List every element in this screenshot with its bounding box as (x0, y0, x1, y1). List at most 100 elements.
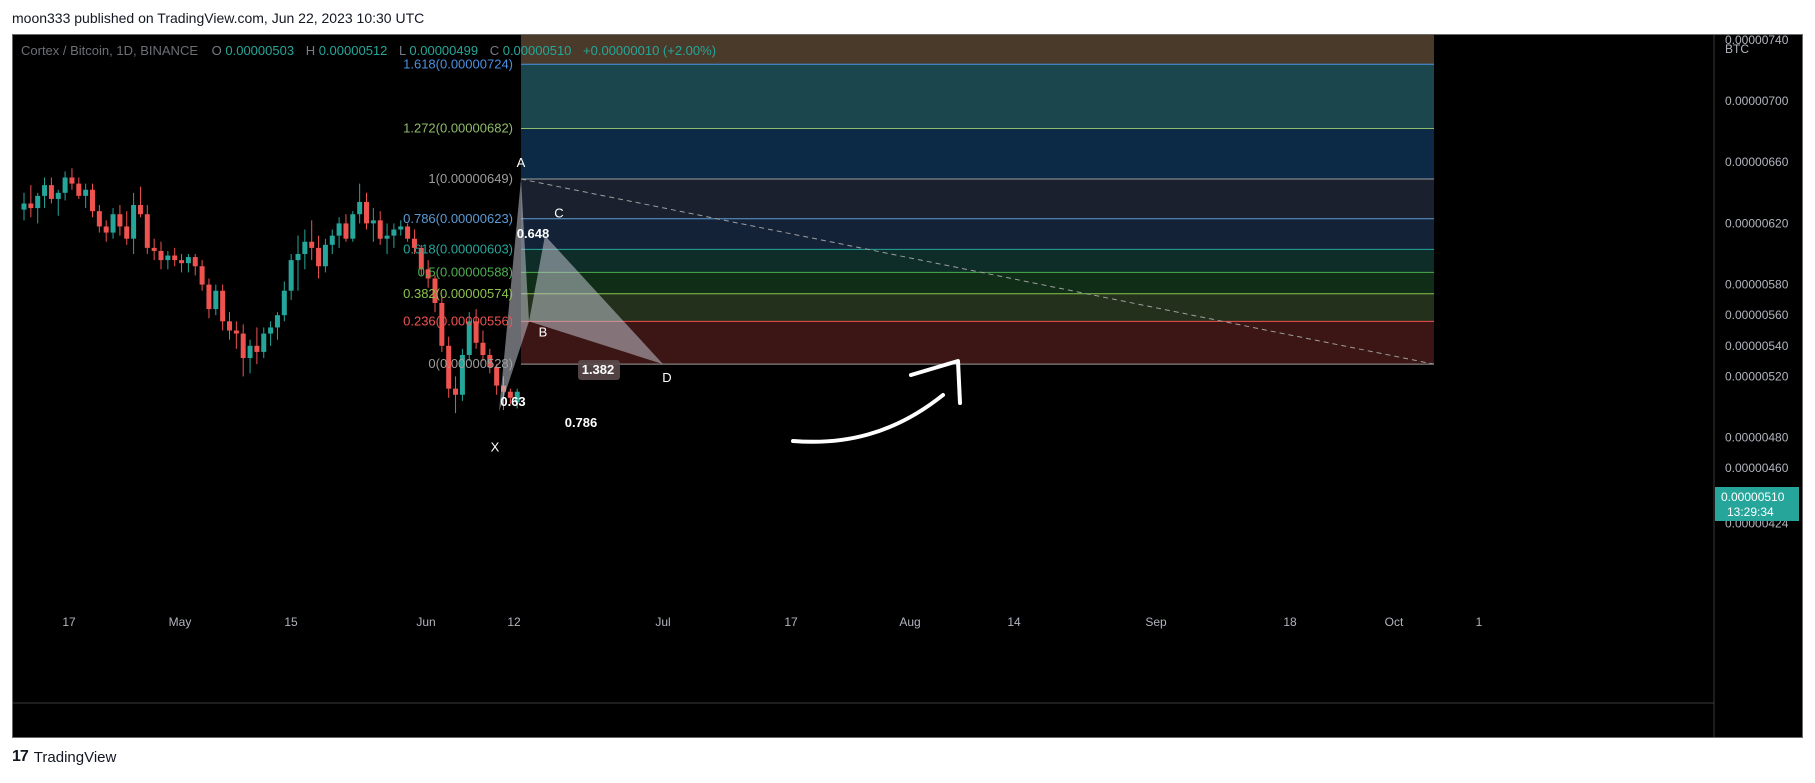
time-tick-label: Sep (1145, 615, 1167, 629)
pattern-bcd-triangle (529, 235, 663, 365)
candle-body (42, 185, 48, 196)
candle-body (268, 327, 274, 334)
pattern-point-D: D (662, 370, 671, 385)
legend-open-label: O (212, 43, 222, 58)
fib-zone (521, 249, 1434, 273)
candle-body (76, 183, 82, 196)
currency-label: BTC (1725, 42, 1749, 56)
pattern-ratio-label: 0.648 (517, 226, 550, 241)
chart-canvas[interactable]: X A B C D 0.648 0.63 1.382 0.786 1.618(0.0000072… (13, 35, 1802, 737)
candle-body (343, 223, 349, 239)
candle-body (192, 257, 198, 267)
tradingview-logo-icon: 17 (12, 748, 29, 765)
candle-body (316, 247, 322, 267)
fib-zone (521, 272, 1434, 294)
candle-body (261, 333, 267, 352)
fib-zone (521, 293, 1434, 322)
curved-arrow-head (909, 359, 962, 405)
price-tick-label: 0.00000520 (1725, 369, 1789, 383)
candle-body (418, 247, 424, 270)
candle-body (227, 321, 232, 331)
fib-level-label: 1.272(0.00000682) (403, 121, 513, 136)
candle-body (233, 330, 239, 334)
candle-body (439, 302, 445, 346)
chart-frame[interactable]: X A B C D 0.648 0.63 1.382 0.786 1.618(0.0000072… (12, 34, 1803, 738)
candle-body (124, 226, 130, 239)
candle-body (370, 220, 376, 224)
fib-zone (521, 35, 1434, 65)
candle-body (411, 238, 417, 248)
legend-high-label: H (306, 43, 315, 58)
legend-low-label: L (399, 43, 406, 58)
price-tick-label: 0.00000620 (1725, 216, 1789, 230)
candles (21, 168, 520, 414)
fib-level-label: 0.786(0.00000623) (403, 211, 513, 226)
candle-body (425, 269, 431, 279)
candle-body (137, 205, 143, 215)
fib-labels: 1.618(0.00000724) 1.272(0.00000682) 1(0.00… (403, 56, 513, 371)
candle-body (466, 321, 472, 355)
candle-body (21, 203, 27, 210)
candle-body (357, 201, 363, 215)
pattern-point-A: A (517, 155, 526, 170)
fib-level-label: 0.618(0.00000603) (403, 241, 513, 256)
time-tick-label: Jul (655, 615, 670, 629)
legend-close: 0.00000510 (503, 43, 572, 58)
pattern-point-X: X (491, 440, 500, 455)
fib-zone (521, 179, 1434, 219)
candle-body (322, 244, 328, 267)
candle-body (494, 367, 500, 386)
fib-level-label: 1.618(0.00000724) (403, 56, 513, 71)
candle-body (90, 189, 95, 212)
time-tick-label: Jun (416, 615, 435, 629)
candle-body (288, 260, 294, 291)
last-price: 0.00000510 (1721, 490, 1785, 504)
candle-body (329, 235, 335, 245)
time-tick-label: 1 (1476, 615, 1483, 629)
candle-body (446, 345, 452, 389)
candle-body (302, 241, 308, 254)
time-tick-label: 15 (284, 615, 298, 629)
candle-body (28, 203, 34, 209)
legend-open: 0.00000503 (225, 43, 294, 58)
price-axis[interactable]: BTC 0.00000740 0.00000700 0.00000660 0.0000… (1713, 35, 1789, 737)
time-tick-label: 17 (784, 615, 798, 629)
time-tick-label: 14 (1007, 615, 1021, 629)
candle-body (83, 189, 89, 196)
time-axis[interactable]: 17 May 15 Jun 12 Jul 17 Aug 14 Sep 18 Oct 1 (13, 615, 1714, 704)
fib-zone (521, 218, 1434, 250)
candle-body (309, 241, 315, 248)
price-tick-label: 0.00000460 (1725, 461, 1789, 475)
price-tick-label: 0.00000580 (1725, 278, 1789, 292)
candle-body (480, 342, 486, 355)
candle-body (487, 354, 493, 368)
candle-body (336, 223, 342, 236)
price-tick-label: 0.00000560 (1725, 308, 1789, 322)
time-tick-label: 17 (62, 615, 76, 629)
candle-body (69, 177, 75, 184)
fib-zone (521, 128, 1434, 180)
candle-body (405, 226, 411, 239)
candle-body (172, 255, 178, 261)
harmonic-pattern[interactable]: X A B C D 0.648 0.63 1.382 0.786 (491, 155, 1435, 455)
tradingview-footer[interactable]: 17 TradingView (12, 748, 116, 766)
candle-body (96, 211, 102, 227)
candle-body (281, 290, 287, 316)
candle-body (240, 333, 246, 359)
pattern-ratio-label: 0.63 (500, 394, 525, 409)
candle-body (247, 345, 253, 359)
price-tick-label: 0.00000740 (1725, 35, 1789, 47)
trend-dashed-line (520, 178, 1435, 365)
fib-zone (521, 64, 1434, 129)
curved-arrow-drawing (791, 393, 945, 444)
pattern-ratio-label: 1.382 (582, 362, 615, 377)
pattern-point-B: B (539, 324, 548, 339)
candle-body (384, 235, 390, 239)
pattern-ratio-bg (578, 360, 620, 380)
last-price-tag: 0.00000510 13:29:34 (1715, 487, 1799, 521)
candle-body (35, 195, 41, 209)
candle-body (453, 388, 459, 395)
candle-body (117, 214, 123, 227)
candle-body (48, 185, 54, 199)
time-tick-label: 12 (507, 615, 521, 629)
